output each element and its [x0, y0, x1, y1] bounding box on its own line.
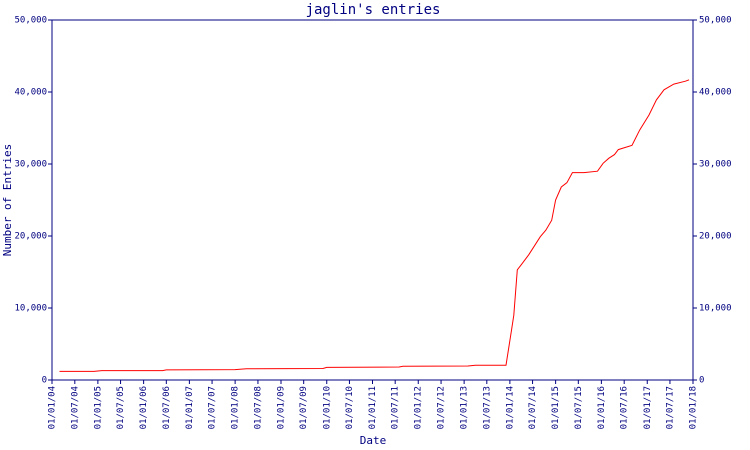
plot-frame [51, 19, 694, 381]
x-tick-label: 01/01/17 [643, 386, 653, 429]
x-tick-label: 01/07/04 [70, 386, 80, 429]
x-tick-label: 01/01/04 [48, 386, 58, 429]
y-tick-label: 50,000 [14, 16, 47, 26]
x-tick-label: 01/07/07 [208, 386, 218, 429]
x-tick-label: 01/07/05 [116, 386, 126, 429]
y2-tick-label: 30,000 [699, 160, 732, 170]
x-tick-label: 01/01/15 [551, 386, 561, 429]
x-tick-label: 01/07/09 [299, 386, 309, 429]
y-tick-label: 40,000 [14, 88, 47, 98]
x-tick-label: 01/01/12 [414, 386, 424, 429]
x-tick-label: 01/07/10 [345, 386, 355, 429]
x-tick-label: 01/01/05 [93, 386, 103, 429]
x-tick-label: 01/01/16 [597, 386, 607, 429]
y-tick-label: 30,000 [14, 160, 47, 170]
y2-tick-label: 0 [699, 376, 704, 386]
y-tick-label: 20,000 [14, 232, 47, 242]
x-tick-label: 01/01/09 [277, 386, 287, 429]
x-tick-label: 01/07/06 [162, 386, 172, 429]
x-tick-label: 01/07/12 [437, 386, 447, 429]
chart-title: jaglin's entries [306, 2, 441, 18]
x-tick-label: 01/07/13 [482, 386, 492, 429]
x-tick-label: 01/01/06 [139, 386, 149, 429]
y-axis-label: Number of Entries [1, 144, 14, 257]
x-tick-label: 01/07/17 [665, 386, 675, 429]
series-line [59, 79, 690, 372]
x-tick-label: 01/01/14 [505, 386, 515, 429]
x-axis-label: Date [360, 434, 387, 447]
y2-tick-label: 20,000 [699, 232, 732, 242]
y2-tick-label: 10,000 [699, 304, 732, 314]
y2-tick-label: 50,000 [699, 16, 732, 26]
x-tick-label: 01/01/07 [185, 386, 195, 429]
x-tick-label: 01/07/15 [574, 386, 584, 429]
x-tick-label: 01/01/11 [368, 386, 378, 429]
x-tick-label: 01/07/14 [528, 386, 538, 429]
x-tick-label: 01/07/11 [391, 386, 401, 429]
y2-tick-label: 40,000 [699, 88, 732, 98]
x-tick-label: 01/01/13 [460, 386, 470, 429]
x-tick-label: 01/07/16 [620, 386, 630, 429]
x-tick-label: 01/07/08 [253, 386, 263, 429]
y-tick-label: 10,000 [14, 304, 47, 314]
x-tick-label: 01/01/10 [322, 386, 332, 429]
y-tick-label: 0 [42, 376, 47, 386]
x-tick-label: 01/01/08 [231, 386, 241, 429]
x-tick-label: 01/01/18 [689, 386, 699, 429]
